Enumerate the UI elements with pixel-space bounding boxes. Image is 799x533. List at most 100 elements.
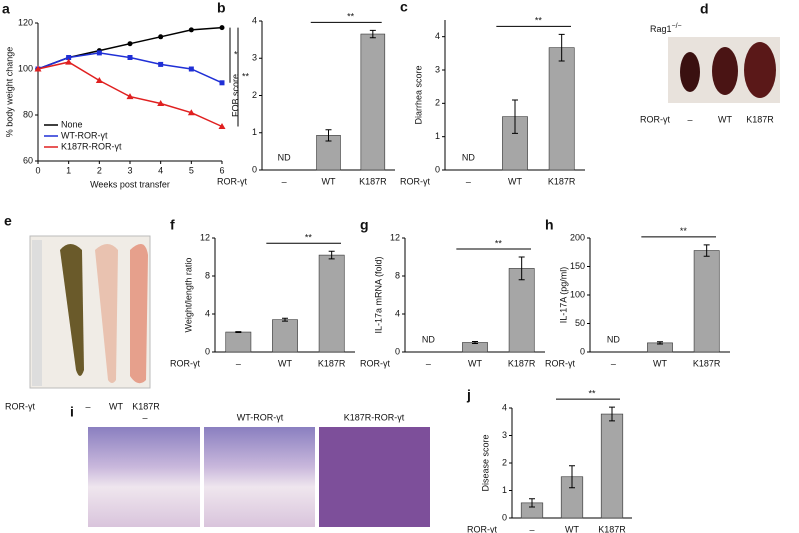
image-label: K187R xyxy=(746,114,774,124)
bar xyxy=(508,268,535,353)
row-label: ROR-γt xyxy=(640,114,670,124)
sig-label: ** xyxy=(305,233,313,243)
y-tick-label: 0 xyxy=(252,164,257,174)
marker xyxy=(65,58,73,65)
marker xyxy=(219,80,225,86)
error-bar xyxy=(657,341,663,345)
panel-letter: e xyxy=(4,213,12,229)
colon xyxy=(60,244,84,376)
sig-label: ** xyxy=(588,389,596,399)
x-tick-label: WT xyxy=(322,176,336,186)
histology xyxy=(204,427,315,527)
panel-letter: i xyxy=(70,404,74,420)
row-label: ROR-γt xyxy=(5,401,35,411)
panel-letter: d xyxy=(700,1,709,17)
value-label: ND xyxy=(422,334,435,344)
x-tick-label: 1 xyxy=(66,165,71,175)
y-axis-label: IL-17A (pg/ml) xyxy=(558,267,568,324)
value-label: ND xyxy=(462,152,475,162)
error-bar xyxy=(558,33,565,62)
y-tick-label: 12 xyxy=(200,232,210,242)
panel-letter: h xyxy=(545,217,554,233)
sig-label: ** xyxy=(680,226,688,236)
image-label: WT xyxy=(109,401,123,411)
x-tick-label: K187R xyxy=(693,358,721,368)
image-title: Rag1−/− xyxy=(650,23,682,35)
error-bar xyxy=(518,256,525,281)
y-tick-label: 1 xyxy=(502,485,507,495)
y-axis-label: Diarrhea score xyxy=(413,65,423,124)
y-tick-label: 0 xyxy=(580,346,585,356)
y-tick-label: 100 xyxy=(570,289,585,299)
panel-letter: j xyxy=(466,387,471,403)
y-axis-label: % body weight change xyxy=(4,47,14,138)
bar xyxy=(360,33,386,171)
image-label: – xyxy=(142,412,147,422)
title-sup: −/− xyxy=(672,23,682,30)
y-tick-label: 80 xyxy=(23,109,33,119)
error-bar xyxy=(369,29,376,39)
y-tick-label: 12 xyxy=(390,232,400,242)
x-tick-label: WT xyxy=(468,358,482,368)
legend-label: K187R-ROR-γt xyxy=(61,141,122,151)
row-label: ROR-γt xyxy=(360,358,390,368)
marker xyxy=(219,25,225,31)
x-tick-label: WT xyxy=(508,176,522,186)
value-label: ND xyxy=(607,334,620,344)
x-tick-label: K187R xyxy=(598,524,626,533)
x-tick-label: 3 xyxy=(127,165,132,175)
y-tick-label: 3 xyxy=(252,53,257,63)
y-tick-label: 3 xyxy=(435,64,440,74)
title: Rag1 xyxy=(650,24,672,34)
x-tick-label: WT xyxy=(278,358,292,368)
spleen xyxy=(712,47,738,95)
y-tick-label: 2 xyxy=(502,457,507,467)
x-tick-label: WT xyxy=(565,524,579,533)
x-tick-label: K187R xyxy=(508,358,536,368)
row-label: ROR-γt xyxy=(400,176,430,186)
x-tick-label: – xyxy=(282,176,287,186)
marker xyxy=(218,123,226,129)
sig-label: ** xyxy=(347,12,355,22)
y-tick-label: 4 xyxy=(395,308,400,318)
marker xyxy=(127,55,133,60)
image-label: – xyxy=(687,114,692,124)
legend-label: None xyxy=(61,119,83,129)
x-tick-label: 0 xyxy=(35,165,40,175)
error-bar xyxy=(529,498,535,508)
y-tick-label: 3 xyxy=(502,430,507,440)
x-tick-label: K187R xyxy=(359,176,387,186)
y-axis-label: Disease score xyxy=(480,434,490,491)
panel-letter: f xyxy=(170,217,175,233)
x-tick-label: K187R xyxy=(548,176,576,186)
y-tick-label: 60 xyxy=(23,155,33,165)
spleen xyxy=(680,52,700,92)
error-bar xyxy=(703,244,710,257)
marker xyxy=(157,100,165,106)
error-bar xyxy=(512,99,518,134)
sig-label: ** xyxy=(495,238,503,248)
x-tick-label: – xyxy=(529,524,534,533)
y-tick-label: 150 xyxy=(570,261,585,271)
x-tick-label: K187R xyxy=(318,358,346,368)
x-tick-label: – xyxy=(611,358,616,368)
marker xyxy=(158,61,164,67)
bar xyxy=(272,319,298,353)
y-tick-label: 4 xyxy=(435,31,440,41)
panel-letter: b xyxy=(217,0,226,16)
x-tick-label: – xyxy=(236,358,241,368)
marker xyxy=(95,77,103,83)
y-tick-label: 0 xyxy=(205,346,210,356)
y-tick-label: 1 xyxy=(435,131,440,141)
image-label: K187R-ROR-γt xyxy=(344,412,405,422)
error-bar xyxy=(282,317,288,322)
x-tick-label: 5 xyxy=(189,165,194,175)
y-axis-label: Weight/length ratio xyxy=(183,258,193,333)
sig-label: ** xyxy=(242,71,250,81)
x-tick-label: 6 xyxy=(219,165,224,175)
value-label: ND xyxy=(278,152,291,162)
histology xyxy=(88,427,200,527)
error-bar xyxy=(472,341,478,344)
sig-label: ** xyxy=(535,16,543,26)
marker xyxy=(127,41,133,47)
